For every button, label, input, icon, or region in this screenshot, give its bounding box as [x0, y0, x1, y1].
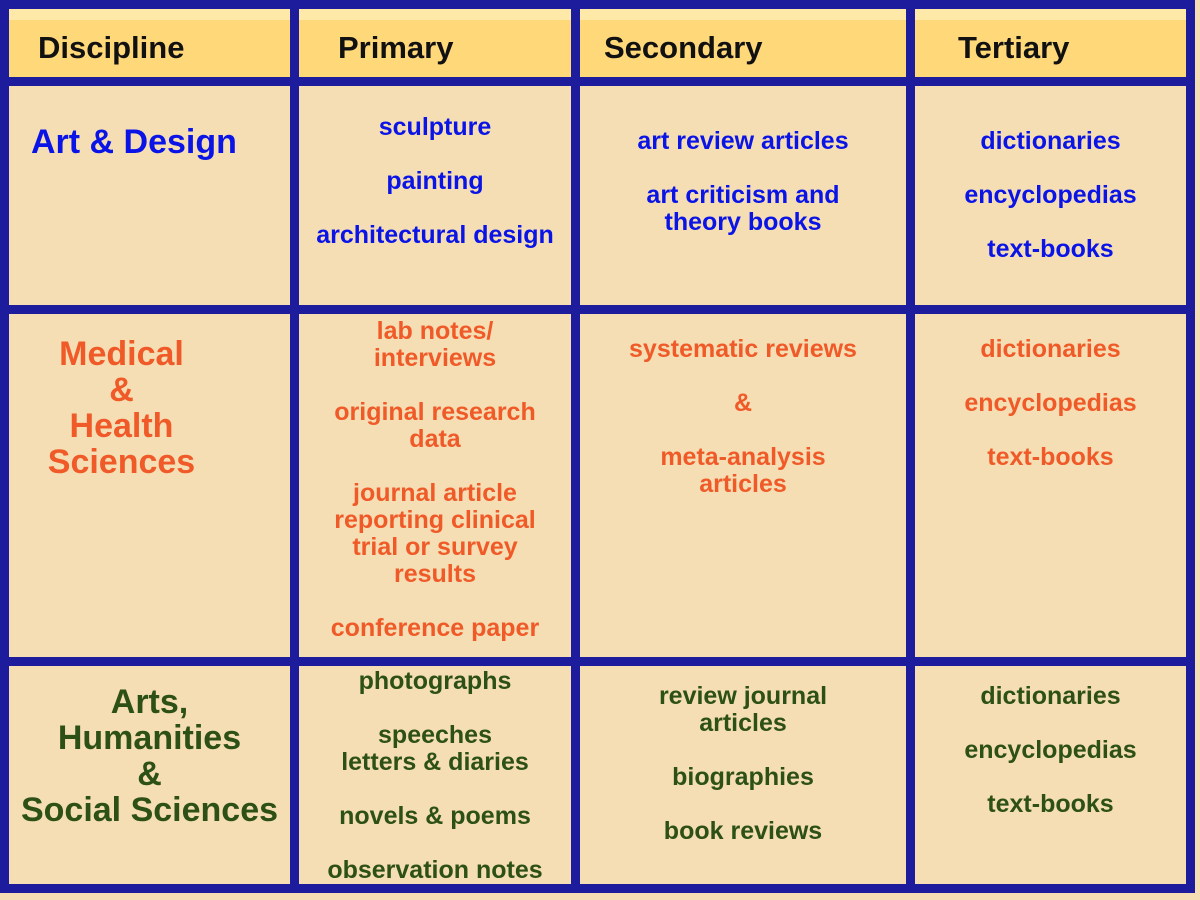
item-line: art review articles [637, 127, 849, 155]
item-line: letters & diaries [341, 748, 529, 776]
discipline-line: Health [69, 407, 174, 445]
item-line: review journal [658, 682, 828, 710]
header-cell: Discipline [9, 9, 290, 77]
item-line: dictionaries [980, 682, 1121, 710]
source-cell: art review articles art criticism and theo… [580, 86, 906, 305]
source-cell: dictionaries encyclopedias text-books [915, 666, 1186, 884]
item-line: observation notes [327, 856, 543, 884]
header-cell: Secondary [580, 9, 906, 77]
discipline-cell: Arts, Humanities & Social Sciences [9, 666, 290, 884]
item-line: dictionaries [980, 335, 1121, 363]
source-item: speeches letters & diaries [299, 722, 571, 776]
item-line: trial or survey [352, 533, 518, 561]
source-item: lab notes/interviews [299, 318, 571, 372]
item-line: journal article [353, 479, 517, 507]
source-item: original research data [299, 399, 571, 453]
source-item: text-books [915, 236, 1186, 263]
item-line: book reviews [663, 817, 823, 845]
item-line: art criticism and [646, 181, 840, 209]
item-line: text-books [987, 790, 1114, 818]
source-item: art criticism and theory books [580, 182, 906, 236]
source-item: & [580, 390, 906, 417]
source-cell: lab notes/interviews original research dat… [299, 314, 571, 657]
item-line: encyclopedias [964, 181, 1137, 209]
source-cell: review journal articles biographies book re… [580, 666, 906, 884]
item-line: novels & poems [339, 802, 531, 830]
source-item: text-books [915, 791, 1186, 818]
item-line: data [409, 425, 461, 453]
source-item: painting [299, 168, 571, 195]
source-cell: dictionaries encyclopedias text-books [915, 314, 1186, 657]
source-item: dictionaries [915, 336, 1186, 363]
item-line: biographies [672, 763, 814, 791]
source-item: text-books [915, 444, 1186, 471]
source-item: book reviews [580, 818, 906, 845]
source-item: novels & poems [299, 803, 571, 830]
source-cell: systematic reviews & meta-analysis articles [580, 314, 906, 657]
discipline-line: Medical [59, 335, 184, 373]
discipline-line: Sciences [47, 443, 196, 481]
source-item: dictionaries [915, 128, 1186, 155]
source-item: biographies [580, 764, 906, 791]
item-line: architectural design [316, 221, 554, 249]
source-item: encyclopedias [915, 390, 1186, 417]
item-line: interviews [373, 344, 497, 372]
discipline-cell: Art & Design [9, 86, 290, 305]
item-line: systematic reviews [629, 335, 857, 363]
item-line: conference paper [330, 614, 540, 642]
item-line: encyclopedias [964, 389, 1137, 417]
item-line: articles [699, 470, 787, 498]
source-item: systematic reviews [580, 336, 906, 363]
item-line: encyclopedias [964, 736, 1137, 764]
source-item: review journal articles [580, 683, 906, 737]
discipline-line: Art & Design [31, 123, 237, 161]
discipline-line: Humanities [57, 719, 242, 757]
item-line: text-books [987, 443, 1114, 471]
header-cell: Tertiary [915, 9, 1186, 77]
source-item: meta-analysis articles [580, 444, 906, 498]
item-line: reporting clinical [334, 506, 536, 534]
source-item: observation notes [299, 857, 571, 884]
item-line: theory books [664, 208, 822, 236]
source-cell: photographs speeches letters & diaries nove… [299, 666, 571, 884]
item-line: results [394, 560, 476, 588]
source-item: dictionaries [915, 683, 1186, 710]
item-line: sculpture [378, 113, 492, 141]
item-line: & [733, 389, 753, 417]
item-line: painting [386, 167, 484, 195]
source-item: journal article reporting clinical trial o… [299, 480, 571, 588]
item-line: dictionaries [980, 127, 1121, 155]
source-item: encyclopedias [915, 737, 1186, 764]
discipline-line: & [137, 755, 162, 793]
item-line: lab notes/ [376, 317, 494, 345]
source-item: encyclopedias [915, 182, 1186, 209]
source-cell: sculpture painting architectural design [299, 86, 571, 305]
discipline-line: Arts, [110, 683, 189, 721]
discipline-line: & [109, 371, 134, 409]
source-cell: dictionaries encyclopedias text-books [915, 86, 1186, 305]
source-item: conference paper [299, 615, 571, 642]
source-item: photographs [299, 668, 571, 695]
discipline-line: Social Sciences [20, 791, 279, 829]
source-item: art review articles [580, 128, 906, 155]
item-line: articles [699, 709, 787, 737]
source-item: architectural design [299, 222, 571, 249]
item-line: photographs [358, 667, 512, 695]
source-item: sculpture [299, 114, 571, 141]
item-line: text-books [987, 235, 1114, 263]
discipline-cell: Medical & Health Sciences [9, 314, 290, 657]
item-line: meta-analysis [660, 443, 826, 471]
item-line: speeches [378, 721, 492, 749]
header-cell: Primary [299, 9, 571, 77]
item-line: original research [334, 398, 536, 426]
